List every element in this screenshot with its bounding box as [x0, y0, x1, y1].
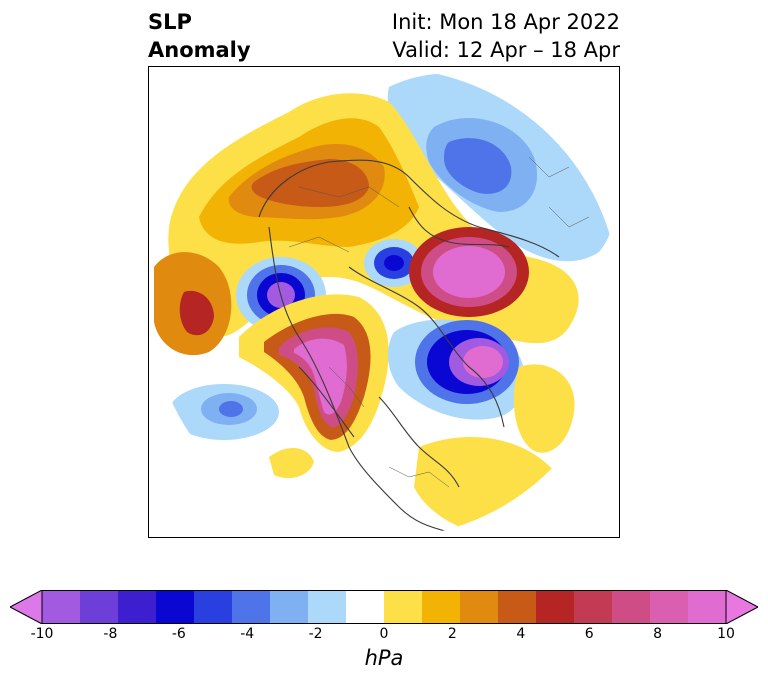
- negative-anomaly-southeast: [387, 319, 526, 420]
- colorbar-extend-min: [10, 590, 43, 624]
- colorbar-segment: [536, 590, 575, 624]
- colorbar-extend-max: [725, 590, 758, 624]
- colorbar-segment: [42, 590, 81, 624]
- positive-anomaly-east: [409, 227, 529, 317]
- slp-anomaly-map: [148, 66, 620, 538]
- negative-anomaly-center: [364, 239, 424, 287]
- colorbar-tick-label: 6: [584, 626, 594, 642]
- coastlines: [258, 159, 560, 533]
- map-canvas: [150, 68, 619, 537]
- colorbar-tick-label: -4: [240, 626, 255, 642]
- colorbar-tick-label: 0: [379, 626, 389, 642]
- valid-range: Valid: 12 Apr – 18 Apr: [392, 38, 620, 62]
- colorbar-segment: [156, 590, 195, 624]
- colorbar-tick-label: 4: [516, 626, 526, 642]
- colorbar-segment: [308, 590, 347, 624]
- colorbar-tick-label: -2: [308, 626, 323, 642]
- map-subtitle: Init: Mon 18 Apr 2022 Valid: 12 Apr – 18…: [392, 8, 620, 64]
- colorbar-segment: [194, 590, 233, 624]
- colorbar-segment: [574, 590, 613, 624]
- init-date: Init: Mon 18 Apr 2022: [391, 10, 620, 34]
- colorbar-segment: [612, 590, 651, 624]
- colorbar-unit-label: hPa: [364, 646, 404, 670]
- colorbar-segment: [346, 590, 385, 624]
- map-title: SLP Anomaly: [148, 8, 251, 64]
- positive-anomaly-atlantic: [513, 364, 575, 453]
- colorbar: [10, 590, 758, 624]
- positive-anomaly-north-america: [239, 294, 389, 452]
- colorbar-frame: [41, 590, 727, 624]
- colorbar-tick-label: 8: [653, 626, 663, 642]
- colorbar-segment: [688, 590, 727, 624]
- colorbar-segment: [650, 590, 689, 624]
- colorbar-tick-label: -8: [103, 626, 118, 642]
- country-borders: [288, 156, 590, 488]
- colorbar-tick-label: 2: [447, 626, 457, 642]
- colorbar-segment: [460, 590, 499, 624]
- colorbar-segment: [498, 590, 537, 624]
- colorbar-segment: [422, 590, 461, 624]
- colorbar-tick-label: -6: [171, 626, 186, 642]
- colorbar-segment: [118, 590, 157, 624]
- colorbar-segment: [80, 590, 119, 624]
- colorbar-tick-label: 10: [717, 626, 735, 642]
- colorbar-segment: [232, 590, 271, 624]
- colorbar-segment: [384, 590, 423, 624]
- title-line-2: Anomaly: [148, 38, 251, 62]
- colorbar-tick-label: -10: [30, 626, 54, 642]
- colorbar-segment: [270, 590, 309, 624]
- title-line-1: SLP: [148, 10, 192, 34]
- negative-anomaly-pacific: [169, 384, 279, 440]
- positive-anomaly-west: [154, 252, 232, 356]
